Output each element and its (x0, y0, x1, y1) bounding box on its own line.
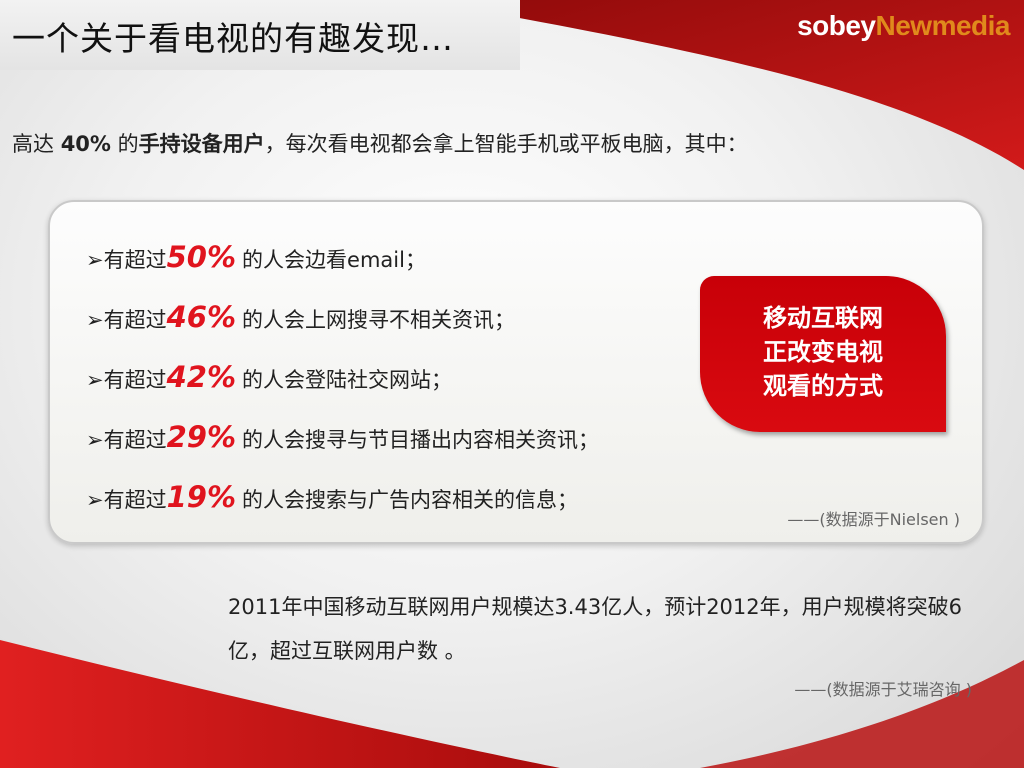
list-item: ➢有超过19% 的人会搜索与广告内容相关的信息； (86, 480, 579, 514)
list-item: ➢有超过50% 的人会边看email； (86, 240, 426, 274)
list-item: ➢有超过42% 的人会登陆社交网站； (86, 360, 453, 394)
source-nielsen: ——(数据源于Nielsen ) (787, 510, 960, 529)
stats-panel: ➢有超过50% 的人会边看email； ➢有超过46% 的人会上网搜寻不相关资讯； … (48, 200, 984, 544)
list-item: ➢有超过46% 的人会上网搜寻不相关资讯； (86, 300, 516, 334)
title-bar: 一个关于看电视的有趣发现… (0, 0, 520, 70)
list-item: ➢有超过29% 的人会搜寻与节目播出内容相关资讯； (86, 420, 600, 454)
intro-text: 高达 40% 的手持设备用户，每次看电视都会拿上智能手机或平板电脑，其中： (12, 132, 748, 156)
callout-box: 移动互联网 正改变电视 观看的方式 (700, 276, 946, 432)
stat-text: 2011年中国移动互联网用户规模达3.43亿人，预计2012年，用户规模将突破6… (228, 595, 963, 663)
slide-title: 一个关于看电视的有趣发现… (12, 19, 454, 58)
source-iresearch: ——(数据源于艾瑞咨询 ) (794, 680, 972, 699)
sobey-logo: sobeyNewmedia (797, 10, 1010, 41)
